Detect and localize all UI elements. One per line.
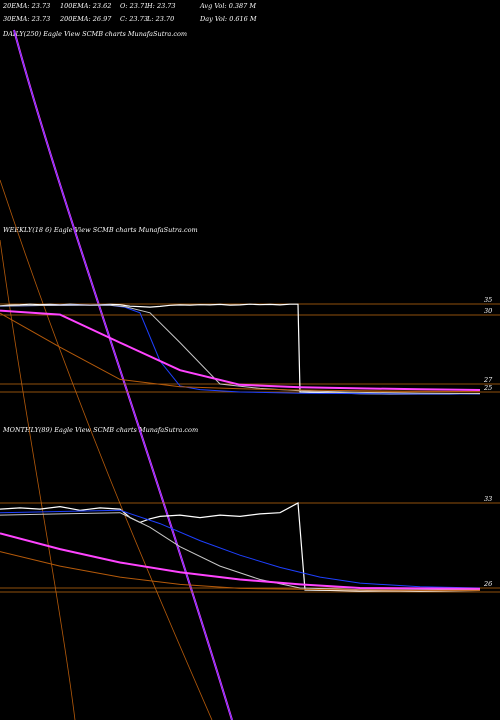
stat-low: L: 23.70 [146, 15, 174, 23]
weekly-series-ema-long [0, 309, 481, 391]
monthly-series-ema-fast [0, 509, 481, 589]
weekly-series-price [0, 303, 481, 395]
monthly-series-ema-long [0, 532, 481, 590]
stat-30ema: 30EMA: 23.73 [3, 15, 50, 23]
weekly-level-label-3: 25 [483, 384, 492, 392]
header-stats: 20EMA: 23.73 100EMA: 23.62 O: 23.71 H: 2… [2, 2, 257, 23]
stat-20ema: 20EMA: 23.73 [2, 2, 50, 10]
weekly-series-ema-slow [0, 312, 481, 393]
stat-close: C: 23.73 [120, 15, 148, 23]
monthly-level-label-1: 26 [483, 580, 492, 588]
panel-caption-daily: DAILY(250) Eagle View SCMB charts Munafa… [2, 30, 187, 38]
overlay-orange-curve-a [0, 239, 76, 720]
stat-100ema: 100EMA: 23.62 [60, 2, 111, 10]
overlay-orange-curve-b [0, 179, 213, 720]
stat-200ema: 200EMA: 26.97 [59, 15, 112, 23]
panel-caption-monthly: MONTHLY(89) Eagle View SCMB charts Munaf… [2, 426, 198, 434]
stat-open: O: 23.71 [120, 2, 148, 10]
stat-avg-vol: Avg Vol: 0.387 M [199, 2, 256, 10]
monthly-level-label-0: 33 [484, 495, 492, 503]
monthly-series-price [0, 502, 481, 592]
weekly-level-label-1: 30 [484, 307, 492, 315]
panel-caption-weekly: WEEKLY(18 6) Eagle View SCMB charts Muna… [3, 226, 198, 234]
monthly-series-ema-slow [0, 551, 480, 591]
weekly-level-label-2: 27 [483, 376, 493, 384]
monthly-panel: 33 26 [0, 495, 500, 593]
stat-high: H: 23.73 [146, 2, 176, 10]
weekly-series-ema-mid [0, 304, 481, 395]
stat-day-vol: Day Vol: 0.616 M [199, 15, 257, 23]
weekly-level-label-0: 35 [484, 296, 492, 304]
